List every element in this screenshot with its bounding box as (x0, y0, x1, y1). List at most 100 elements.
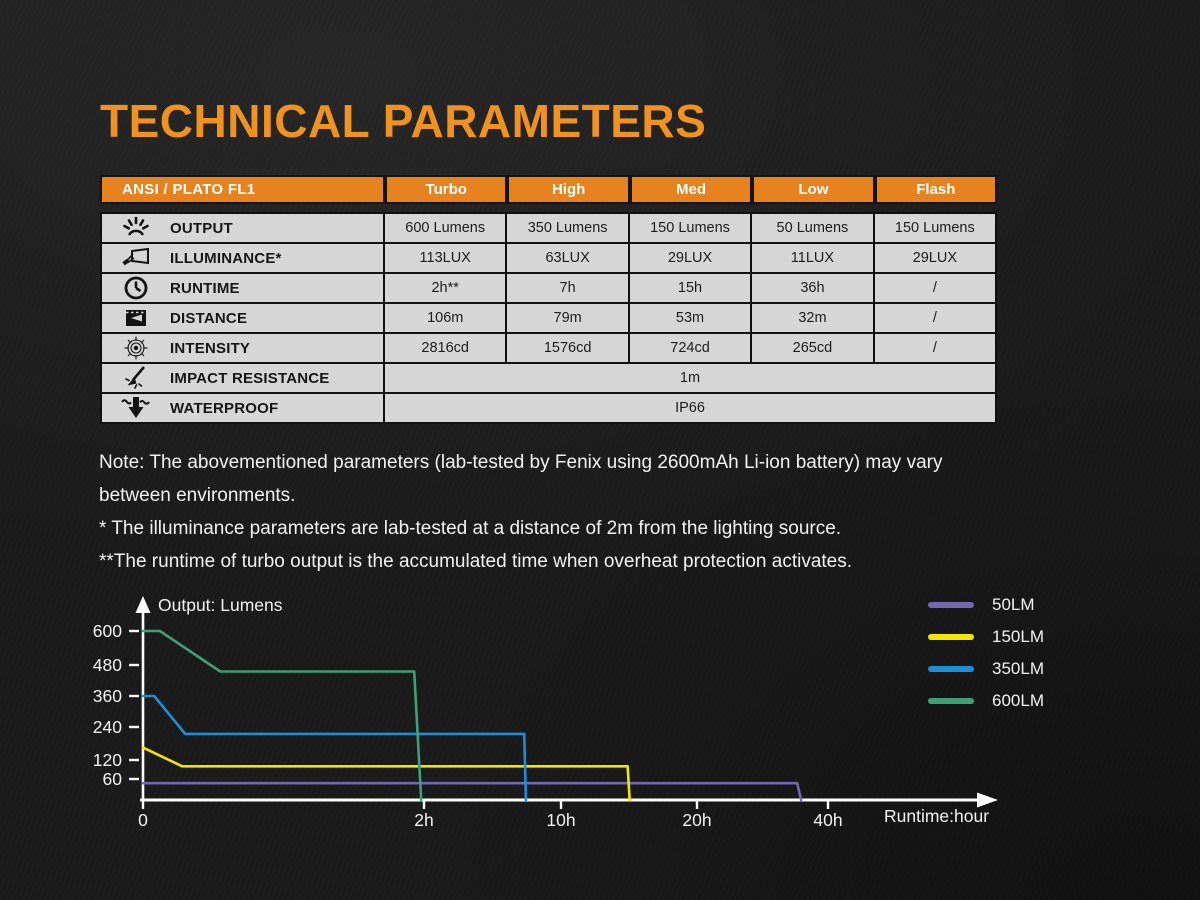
row-label: DISTANCE (170, 309, 248, 327)
value-cell: 11LUX (750, 244, 872, 272)
y-tick-label: 120 (93, 750, 122, 770)
x-axis-arrow (977, 792, 998, 808)
value-cell-span: IP66 (383, 394, 995, 422)
notes-block: Note: The abovementioned parameters (lab… (99, 446, 942, 578)
legend-label: 150LM (992, 626, 1044, 646)
legend-swatch-icon (928, 665, 974, 672)
value-cell: 63LUX (505, 244, 627, 272)
row-label: WATERPROOF (170, 399, 279, 417)
chart-legend: 50LM 150LM 350LM 600LM (928, 595, 1044, 710)
row-label-cell: IMPACT RESISTANCE (102, 364, 383, 392)
value-cell: 29LUX (627, 244, 750, 272)
column-header-turbo: Turbo (383, 177, 505, 202)
value-cell: 1576cd (505, 334, 627, 362)
legend-item-50lm: 50LM (928, 595, 1044, 614)
chart-title: Output: Lumens (158, 595, 283, 615)
row-label-cell: OUTPUT (102, 214, 383, 242)
value-cell: 36h (750, 274, 872, 302)
value-cell: 350 Lumens (505, 214, 627, 242)
table-row-illuminance-: ILLUMINANCE* 113LUX 63LUX 29LUX 11LUX 29LUX (102, 244, 995, 274)
row-label-cell: DISTANCE (102, 304, 383, 332)
value-cell: 600 Lumens (383, 214, 505, 242)
value-cell: / (872, 304, 995, 332)
value-cell: 7h (505, 274, 627, 302)
legend-swatch-icon (928, 697, 974, 704)
legend-label: 600LM (992, 690, 1044, 710)
runtime-clock-icon (102, 275, 170, 301)
value-cell: 150 Lumens (627, 214, 750, 242)
table-body: OUTPUT 600 Lumens 350 Lumens 150 Lumens 50 L… (100, 212, 997, 424)
note-line: * The illuminance parameters are lab-tes… (99, 518, 842, 539)
y-tick-label: 600 (93, 621, 122, 641)
series-line-50lm (141, 781, 803, 802)
y-tick-label: 480 (93, 655, 122, 675)
x-axis-label: Runtime:hour (884, 806, 989, 826)
table-row-intensity: INTENSITY 2816cd 1576cd 724cd 265cd / (102, 334, 995, 364)
value-cell: 2h** (383, 274, 505, 302)
value-cell: 29LUX (872, 244, 995, 272)
row-label: RUNTIME (170, 279, 240, 297)
value-cell: 15h (627, 274, 750, 302)
table-row-impact-resistance: IMPACT RESISTANCE 1m (102, 364, 995, 394)
x-tick-label: 0 (138, 810, 148, 830)
parameters-table: ANSI / PLATO FL1 Turbo High Med Low Flash OU… (100, 175, 997, 424)
value-cell: 265cd (750, 334, 872, 362)
value-cell: / (872, 274, 995, 302)
illuminance-icon (102, 245, 170, 271)
waterproof-icon (102, 394, 170, 422)
column-header-med: Med (627, 177, 750, 202)
legend-label: 350LM (992, 658, 1044, 678)
value-cell: 79m (505, 304, 627, 332)
row-label-cell: ILLUMINANCE* (102, 244, 383, 272)
value-cell: 150 Lumens (872, 214, 995, 242)
light-output-icon (102, 215, 170, 241)
legend-item-150lm: 150LM (928, 627, 1044, 646)
note-line: between environments. (99, 485, 296, 506)
value-cell: 724cd (627, 334, 750, 362)
table-header-row: ANSI / PLATO FL1 Turbo High Med Low Flash (100, 175, 997, 204)
table-row-runtime: RUNTIME 2h** 7h 15h 36h / (102, 274, 995, 304)
column-header-low: Low (750, 177, 872, 202)
x-tick-label: 2h (414, 810, 433, 830)
table-row-output: OUTPUT 600 Lumens 350 Lumens 150 Lumens 50 L… (102, 214, 995, 244)
intensity-target-icon (102, 335, 170, 361)
series-line-350lm (141, 694, 528, 802)
note-line: **The runtime of turbo output is the acc… (99, 551, 853, 572)
beam-distance-icon (102, 305, 170, 331)
table-row-waterproof: WATERPROOF IP66 (102, 394, 995, 422)
table-corner-label: ANSI / PLATO FL1 (122, 181, 256, 198)
legend-item-600lm: 600LM (928, 691, 1044, 710)
value-cell: 113LUX (383, 244, 505, 272)
impact-resistance-icon (102, 364, 170, 392)
y-tick-label: 60 (103, 769, 123, 789)
row-label-cell: RUNTIME (102, 274, 383, 302)
row-label: OUTPUT (170, 219, 233, 237)
legend-swatch-icon (928, 633, 974, 640)
page-title: TECHNICAL PARAMETERS (100, 95, 707, 147)
x-tick-label: 10h (546, 810, 575, 830)
column-header-high: High (505, 177, 627, 202)
legend-label: 50LM (992, 594, 1035, 614)
value-cell: 32m (750, 304, 872, 332)
table-row-distance: DISTANCE 106m 79m 53m 32m / (102, 304, 995, 334)
value-cell: 2816cd (383, 334, 505, 362)
y-axis-arrow (135, 596, 151, 613)
x-tick-label: 20h (682, 810, 711, 830)
row-label-cell: INTENSITY (102, 334, 383, 362)
value-cell: 50 Lumens (750, 214, 872, 242)
value-cell: 53m (627, 304, 750, 332)
legend-swatch-icon (928, 601, 974, 608)
value-cell-span: 1m (383, 364, 995, 392)
row-label: INTENSITY (170, 339, 251, 357)
column-header-flash: Flash (872, 177, 995, 202)
value-cell: 106m (383, 304, 505, 332)
value-cell: / (872, 334, 995, 362)
y-tick-label: 360 (93, 686, 122, 706)
row-label: IMPACT RESISTANCE (170, 369, 330, 387)
row-label-cell: WATERPROOF (102, 394, 383, 422)
y-tick-label: 240 (93, 717, 122, 737)
legend-item-350lm: 350LM (928, 659, 1044, 678)
x-tick-label: 40h (813, 810, 842, 830)
note-line: Note: The abovementioned parameters (lab… (99, 452, 943, 473)
